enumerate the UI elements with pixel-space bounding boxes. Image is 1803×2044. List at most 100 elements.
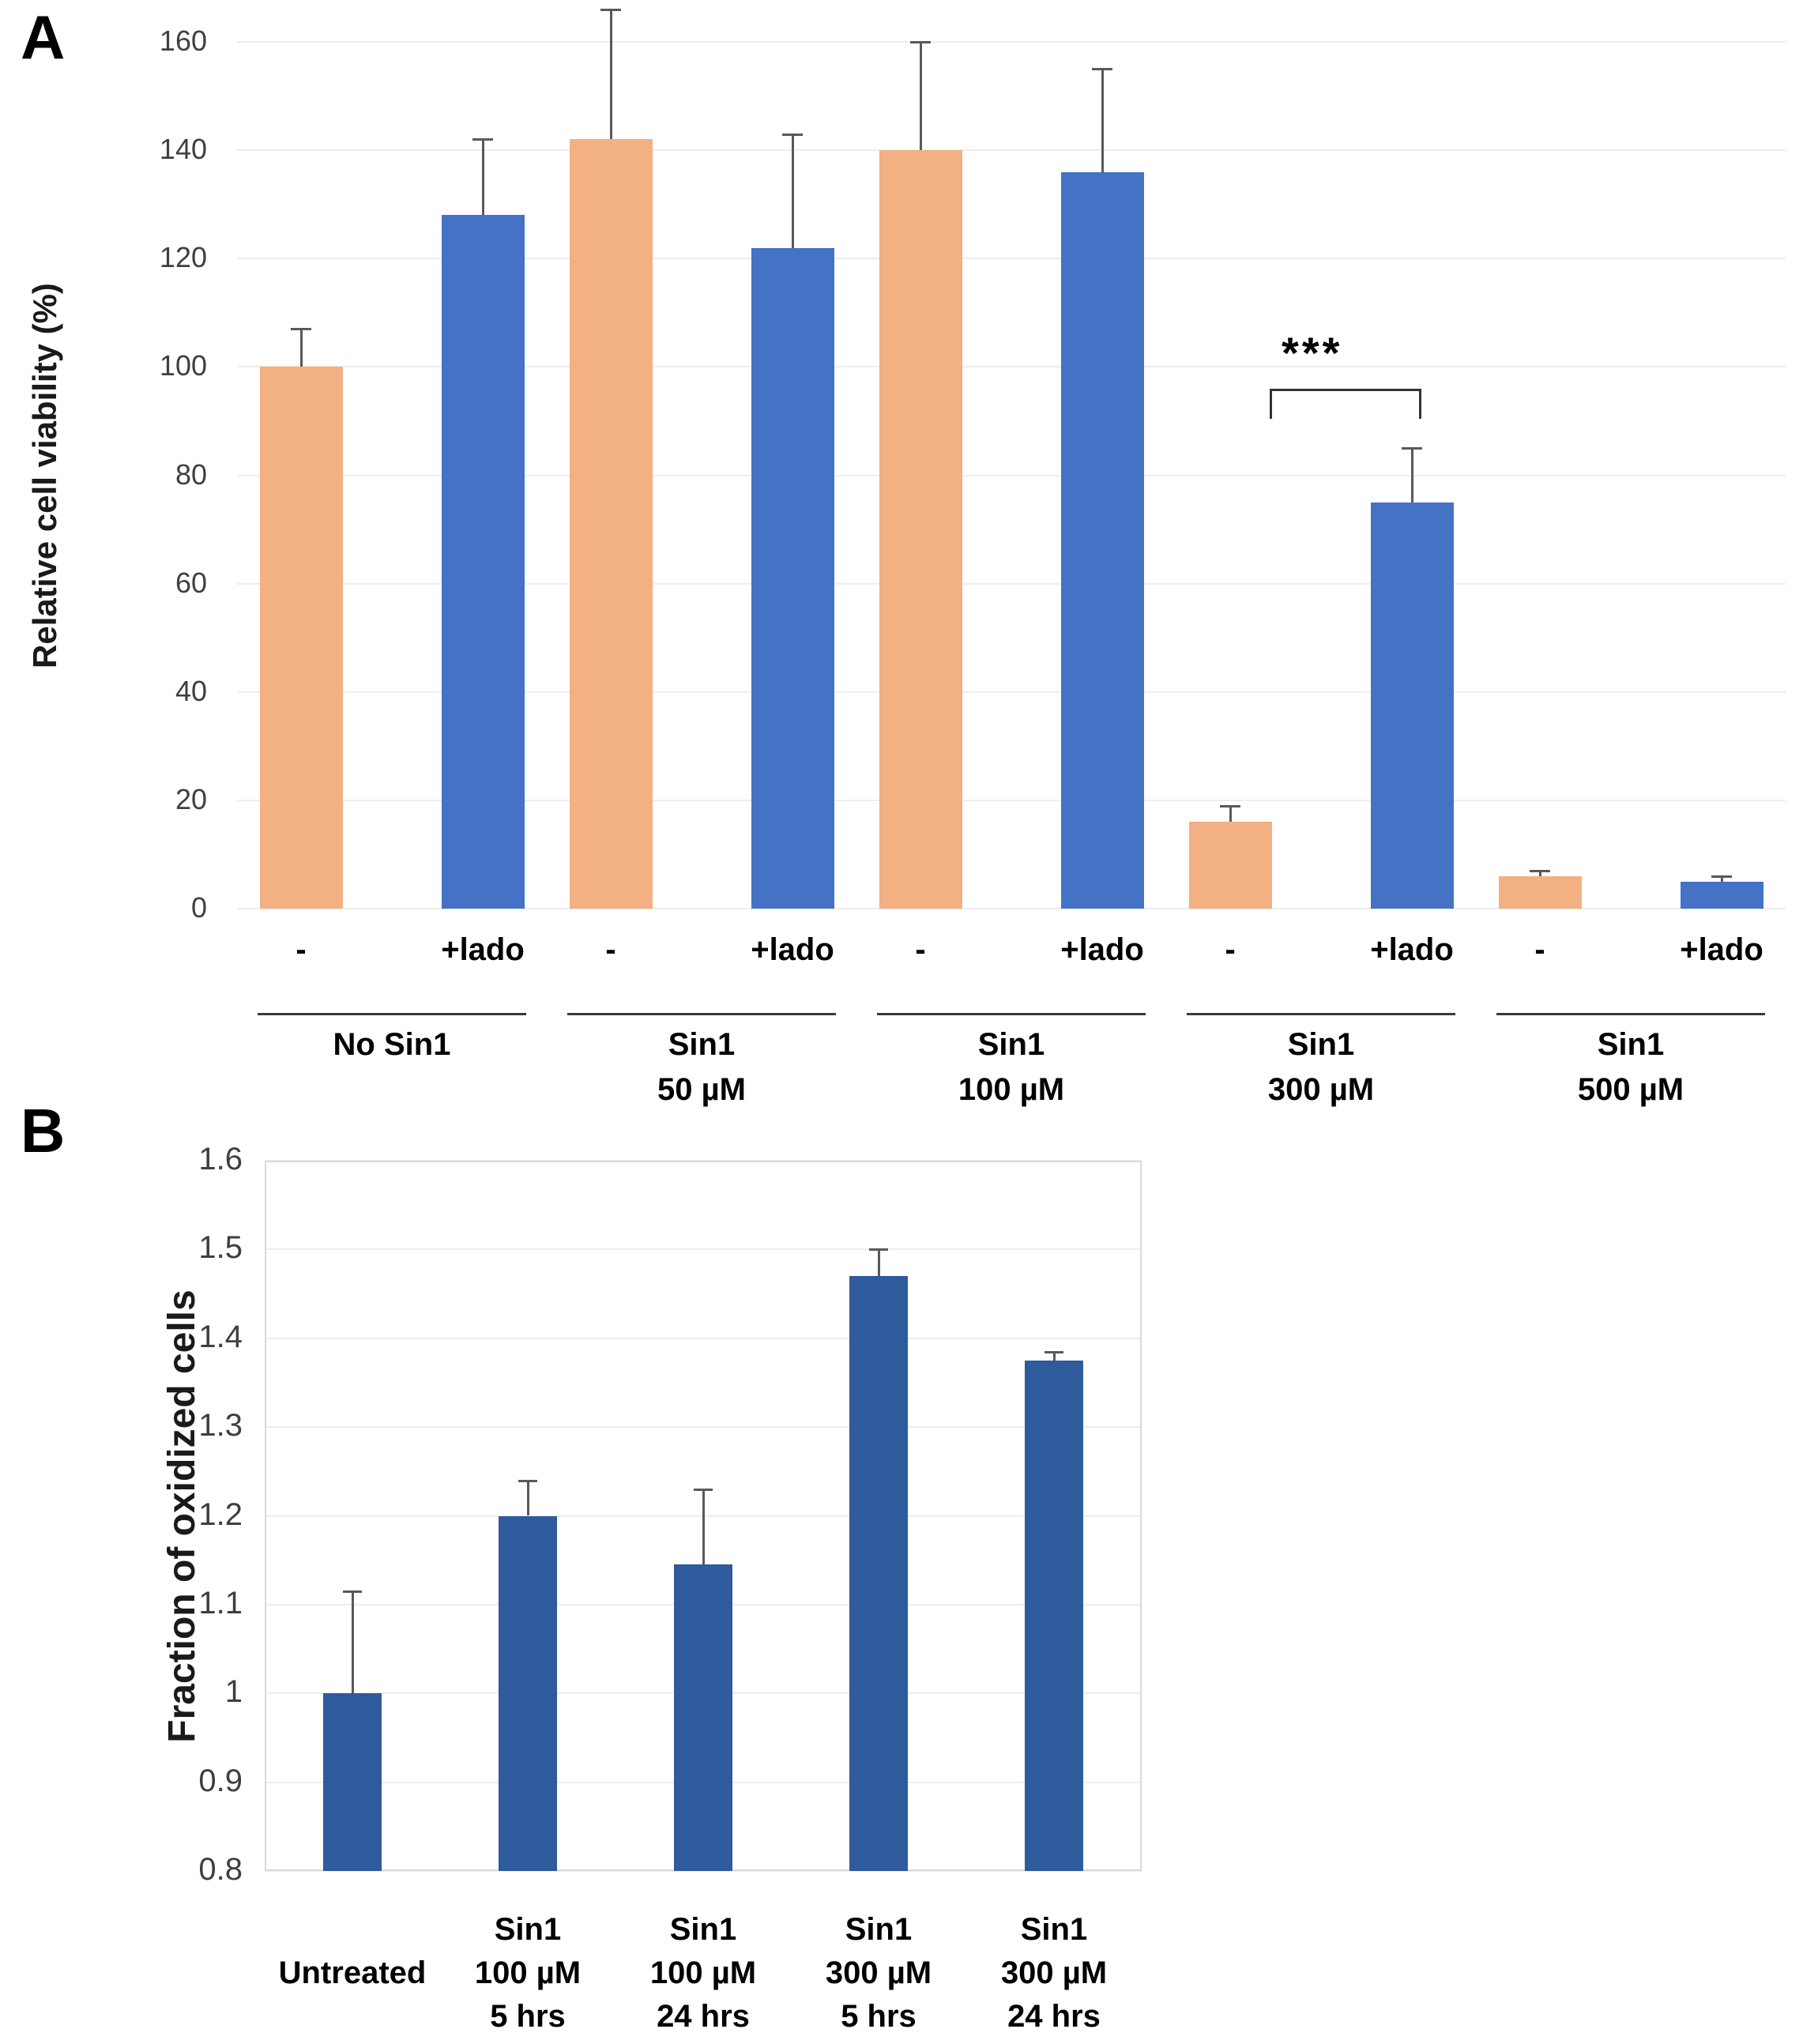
group-underline [1496, 1013, 1765, 1015]
error-bar-cap [1220, 804, 1240, 807]
y-tick-label: 100 [159, 349, 207, 382]
y-tick-label: 80 [175, 457, 207, 491]
error-bar-cap [910, 41, 931, 43]
gridline [237, 691, 1786, 693]
error-bar [1229, 805, 1232, 822]
y-tick-label: 0.8 [198, 1852, 243, 1887]
group-underline [258, 1013, 526, 1015]
error-bar [481, 139, 484, 216]
error-bar-cap [343, 1590, 362, 1594]
error-bar [791, 134, 794, 248]
bar [879, 150, 962, 909]
y-axis-title: Fraction of oxidized cells [161, 1289, 203, 1743]
category-label: 24 hrs [657, 1999, 750, 2034]
group-label: No Sin1 [333, 1027, 451, 1062]
error-bar [526, 1480, 529, 1516]
error-bar-cap [518, 1479, 537, 1482]
error-bar-cap [291, 328, 311, 331]
bar-x-label: - [1225, 932, 1236, 967]
bar [1680, 881, 1763, 909]
error-bar [1052, 1351, 1056, 1361]
gridline [265, 1426, 1142, 1429]
category-label: Sin1 [1020, 1912, 1088, 1947]
bar-x-label: - [605, 932, 616, 967]
gridline [237, 799, 1786, 801]
category-label: Sin1 [669, 1912, 737, 1947]
bar-x-label: - [1534, 932, 1545, 967]
error-bar [1410, 448, 1413, 503]
y-tick-label: 120 [159, 241, 207, 274]
error-bar-cap [1711, 875, 1732, 878]
group-label: 300 µM [1267, 1072, 1375, 1107]
y-tick-label: 0 [190, 891, 207, 924]
bar [323, 1693, 382, 1871]
y-tick-label: 1.6 [198, 1142, 243, 1176]
group-label: 50 µM [657, 1072, 746, 1107]
category-label: 100 µM [649, 1956, 757, 1990]
y-tick-label: 1.2 [198, 1496, 243, 1532]
category-label: Sin1 [494, 1912, 562, 1947]
y-tick-label: 0.9 [198, 1763, 243, 1798]
bar-x-label: +lado [1680, 932, 1763, 967]
bar-x-label: +lado [1370, 932, 1454, 967]
gridline [265, 1248, 1142, 1251]
significance-bracket-top [1270, 388, 1421, 391]
bar-x-label: - [295, 932, 307, 967]
error-bar [351, 1591, 354, 1694]
error-bar [299, 329, 303, 367]
gridline [237, 582, 1786, 585]
bar [499, 1515, 557, 1871]
bar-x-label: +lado [441, 932, 525, 967]
bar [1060, 171, 1144, 909]
error-bar [1538, 871, 1541, 876]
error-bar-cap [600, 8, 621, 11]
category-label: 24 hrs [1007, 1999, 1101, 2034]
error-bar [877, 1249, 880, 1277]
error-bar [1720, 875, 1723, 882]
gridline [265, 1870, 1142, 1872]
category-label: 5 hrs [490, 1999, 566, 2034]
group-underline [877, 1013, 1146, 1015]
error-bar-cap [1045, 1350, 1063, 1353]
bar [751, 247, 834, 909]
significance-bracket-left-tick [1270, 388, 1272, 419]
bar-x-label: - [915, 932, 926, 967]
gridline [237, 908, 1786, 909]
bar [674, 1564, 732, 1871]
y-tick-label: 1.5 [198, 1230, 243, 1266]
y-tick-label: 140 [159, 133, 207, 166]
error-bar-cap [1092, 68, 1112, 71]
bar [441, 215, 525, 909]
error-bar-cap [694, 1488, 713, 1491]
category-label: 300 µM [1000, 1956, 1108, 1990]
bar-x-label: +lado [751, 932, 834, 967]
significance-stars: *** [1282, 327, 1343, 378]
bar-x-label: +lado [1060, 932, 1144, 967]
bar [1025, 1360, 1083, 1871]
y-tick-label: 60 [175, 566, 207, 599]
gridline [265, 1337, 1142, 1339]
y-tick-label: 1 [224, 1674, 243, 1710]
error-bar-cap [1530, 870, 1550, 872]
y-tick-label: 40 [175, 674, 207, 707]
error-bar [1101, 69, 1104, 172]
bar [1188, 822, 1272, 909]
category-label: Sin1 [845, 1912, 913, 1947]
group-underline [567, 1013, 836, 1015]
gridline [237, 41, 1786, 43]
error-bar-cap [869, 1248, 888, 1252]
bar [1370, 502, 1454, 909]
y-tick-label: 20 [175, 782, 207, 815]
category-label: 5 hrs [841, 1999, 917, 2034]
error-bar [919, 42, 922, 151]
y-tick-label: 1.3 [198, 1408, 243, 1444]
error-bar-cap [472, 138, 493, 141]
error-bar-cap [1402, 447, 1422, 450]
gridline [237, 366, 1786, 368]
panel-b-label: B [21, 1096, 66, 1165]
gridline [237, 258, 1786, 260]
group-label: Sin1 [1287, 1027, 1355, 1062]
